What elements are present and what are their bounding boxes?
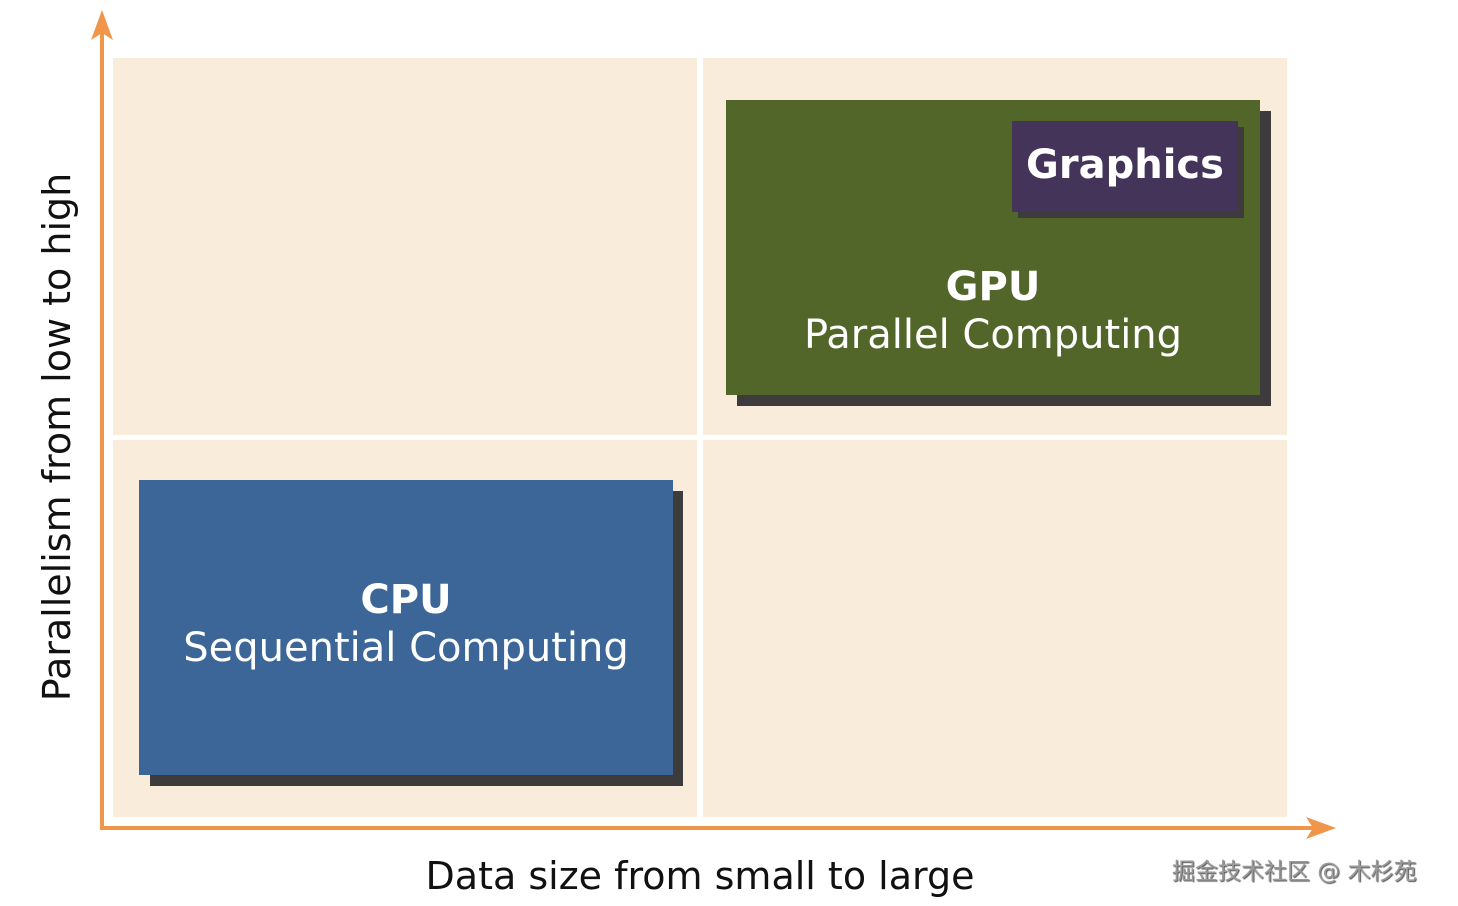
- x-axis-label: Data size from small to large: [425, 854, 975, 898]
- y-axis-label: Parallelism from low to high: [35, 172, 79, 702]
- watermark: 掘金技术社区 @ 木杉苑: [1172, 859, 1417, 885]
- x-axis-arrow-icon: [1306, 817, 1336, 839]
- cpu-subtitle: Sequential Computing: [183, 625, 629, 671]
- graphics-box: Graphics: [1012, 121, 1238, 212]
- gpu-title: GPU: [945, 264, 1041, 310]
- quadrant-bottom-right: [703, 440, 1287, 817]
- quadrant-top-left: [113, 58, 697, 435]
- cpu-box: CPU Sequential Computing: [139, 480, 673, 775]
- cpu-title: CPU: [360, 577, 452, 623]
- gpu-subtitle: Parallel Computing: [803, 312, 1183, 358]
- y-axis-arrow-icon: [91, 10, 113, 40]
- graphics-label: Graphics: [1026, 142, 1224, 188]
